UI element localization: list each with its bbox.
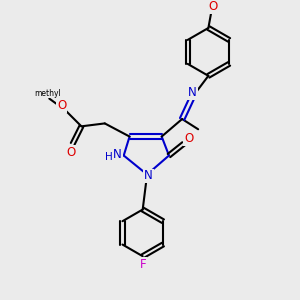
Text: F: F	[140, 258, 146, 271]
Text: N: N	[113, 148, 122, 160]
Text: N: N	[144, 169, 153, 182]
Text: N: N	[188, 86, 197, 99]
Text: O: O	[208, 0, 218, 13]
Text: H: H	[105, 152, 112, 162]
Text: O: O	[67, 146, 76, 158]
Text: methyl: methyl	[34, 89, 61, 98]
Text: O: O	[57, 99, 67, 112]
Text: O: O	[184, 132, 193, 146]
